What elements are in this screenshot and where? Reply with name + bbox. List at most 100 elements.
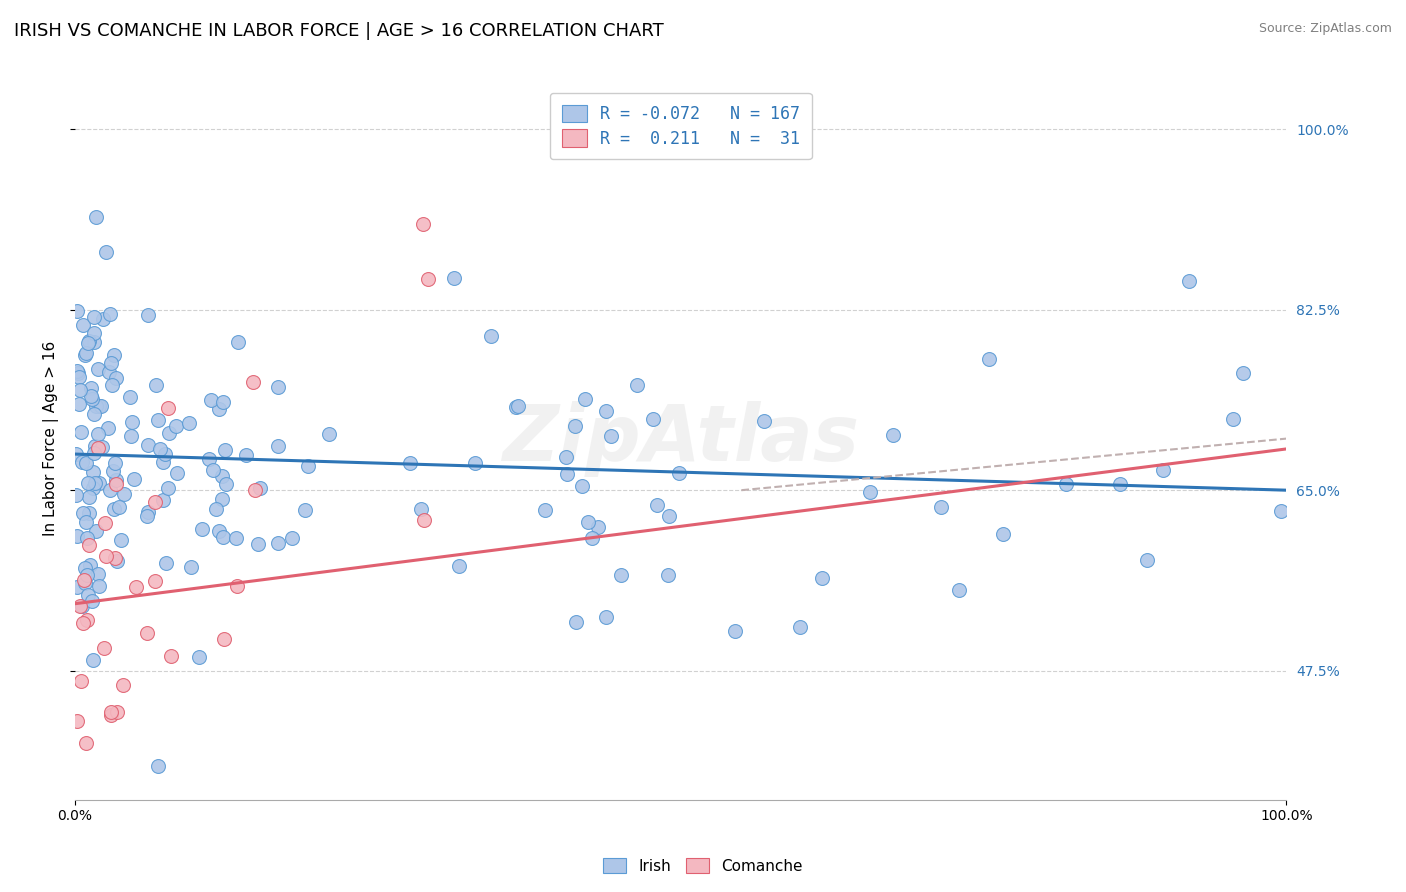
Point xyxy=(198,452,221,467)
Point xyxy=(156,481,179,495)
Point xyxy=(297,458,319,473)
Point xyxy=(281,531,304,545)
Point xyxy=(87,579,110,593)
Point xyxy=(100,356,122,370)
Point xyxy=(155,446,177,460)
Point xyxy=(96,420,118,434)
Point xyxy=(67,369,90,384)
Point xyxy=(75,456,97,470)
Point xyxy=(225,531,247,545)
Point xyxy=(1222,411,1244,425)
Point xyxy=(86,426,108,441)
Point xyxy=(70,425,93,439)
Point xyxy=(72,318,94,333)
Point xyxy=(73,575,96,590)
Point xyxy=(595,610,617,624)
Point xyxy=(103,502,125,516)
Point xyxy=(148,759,170,773)
Point xyxy=(165,419,187,434)
Point xyxy=(267,380,290,394)
Point xyxy=(75,561,97,575)
Point xyxy=(1109,476,1132,491)
Point xyxy=(1232,366,1254,380)
Point xyxy=(105,473,128,487)
Point xyxy=(136,308,159,322)
Point xyxy=(447,558,470,573)
Point xyxy=(67,397,90,411)
Point xyxy=(76,531,98,545)
Point xyxy=(991,526,1014,541)
Point xyxy=(110,533,132,547)
Point xyxy=(200,392,222,407)
Point xyxy=(565,615,588,629)
Point xyxy=(413,513,436,527)
Point xyxy=(214,632,236,646)
Point xyxy=(80,388,103,402)
Point xyxy=(1270,504,1292,518)
Point xyxy=(977,352,1000,367)
Point xyxy=(157,426,180,441)
Point xyxy=(80,381,103,395)
Point xyxy=(242,376,264,390)
Point xyxy=(82,465,104,479)
Point xyxy=(226,579,249,593)
Point xyxy=(84,210,107,224)
Point xyxy=(929,500,952,514)
Point xyxy=(66,366,89,380)
Point xyxy=(91,312,114,326)
Point xyxy=(1178,274,1201,288)
Point xyxy=(105,371,128,385)
Point xyxy=(105,476,128,491)
Point xyxy=(77,538,100,552)
Point xyxy=(70,673,93,688)
Point xyxy=(235,448,257,462)
Point xyxy=(80,593,103,607)
Point xyxy=(72,616,94,631)
Point xyxy=(647,498,669,512)
Point xyxy=(149,442,172,457)
Point xyxy=(97,365,120,379)
Point xyxy=(212,395,235,409)
Point xyxy=(87,476,110,491)
Point xyxy=(77,588,100,602)
Point xyxy=(668,466,690,480)
Point xyxy=(211,492,233,507)
Point xyxy=(104,551,127,566)
Point xyxy=(66,580,89,594)
Point xyxy=(201,463,224,477)
Point xyxy=(508,399,530,413)
Point xyxy=(82,653,104,667)
Point xyxy=(136,505,159,519)
Point xyxy=(626,377,648,392)
Point xyxy=(83,310,105,325)
Point xyxy=(66,364,89,378)
Point xyxy=(294,503,316,517)
Point xyxy=(121,415,143,429)
Point xyxy=(571,478,593,492)
Point xyxy=(212,530,235,544)
Point xyxy=(156,401,179,415)
Point xyxy=(412,217,434,231)
Point xyxy=(65,488,87,502)
Point xyxy=(136,437,159,451)
Point xyxy=(557,467,579,482)
Point xyxy=(76,567,98,582)
Point xyxy=(77,491,100,505)
Point xyxy=(399,456,422,470)
Point xyxy=(143,495,166,509)
Point xyxy=(91,440,114,454)
Point xyxy=(94,245,117,260)
Point xyxy=(215,477,238,491)
Point xyxy=(811,571,834,585)
Point xyxy=(160,649,183,664)
Point xyxy=(120,390,142,404)
Point xyxy=(226,334,249,349)
Point xyxy=(108,500,131,514)
Point xyxy=(205,502,228,516)
Point xyxy=(84,524,107,539)
Point xyxy=(610,568,633,582)
Point xyxy=(76,476,98,491)
Point xyxy=(859,485,882,500)
Point xyxy=(464,456,486,470)
Point xyxy=(90,399,112,413)
